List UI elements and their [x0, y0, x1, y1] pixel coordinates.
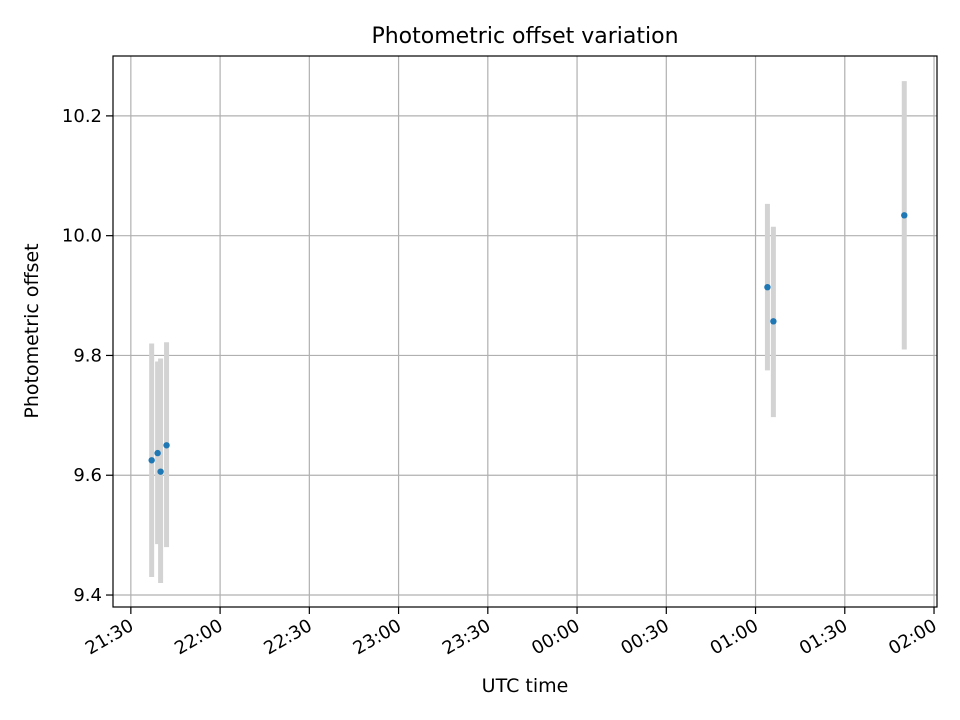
data-point	[148, 457, 155, 464]
y-tick-label: 9.8	[73, 345, 102, 366]
y-axis-title: Photometric offset	[21, 243, 43, 418]
data-point	[157, 468, 164, 475]
y-tick-label: 9.4	[73, 585, 102, 606]
y-tick-label: 10.0	[62, 226, 102, 247]
data-point	[154, 449, 161, 457]
data-point	[770, 318, 777, 325]
x-axis-title: UTC time	[482, 675, 569, 697]
data-point	[163, 442, 170, 449]
grid	[113, 56, 937, 607]
y-tick-label: 9.6	[73, 465, 102, 486]
y-tick-label: 10.2	[62, 106, 102, 127]
data-point	[901, 212, 908, 219]
y-axis: 9.4 9.6 9.8 10.0 10.2	[62, 106, 113, 606]
chart-title: Photometric offset variation	[371, 24, 678, 49]
plot-frame	[112, 55, 938, 608]
data-point	[764, 283, 771, 291]
data-points	[148, 212, 908, 475]
